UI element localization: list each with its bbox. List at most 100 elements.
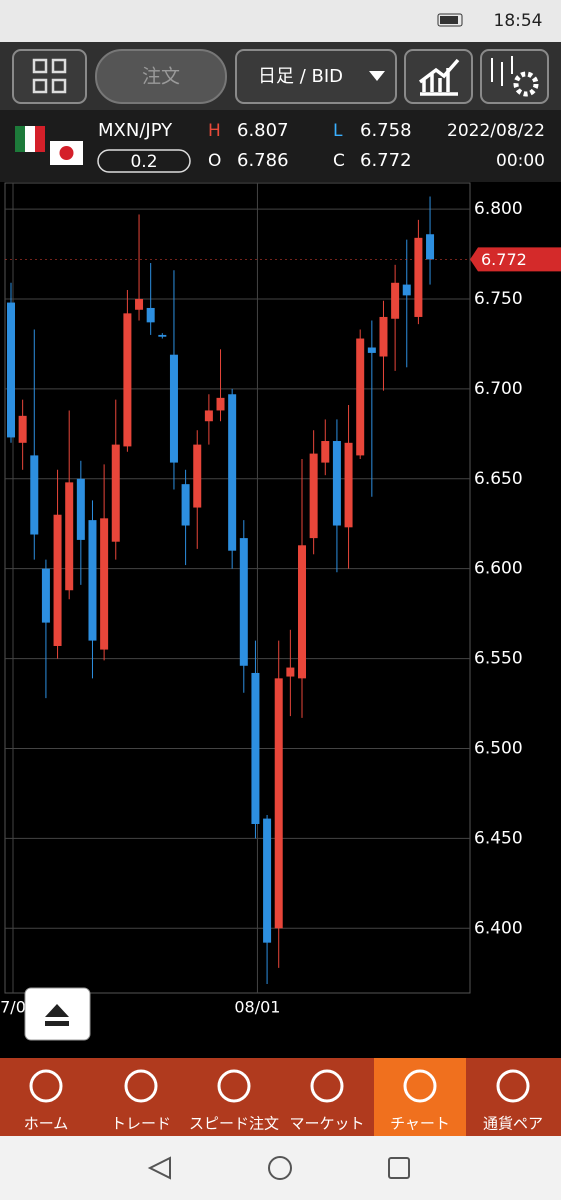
order-label: 注文 — [142, 66, 180, 88]
candle-body — [379, 316, 388, 357]
candle-body — [263, 818, 272, 943]
candle-body — [321, 441, 330, 463]
open-value: 6.786 — [237, 150, 289, 171]
candle-body — [332, 441, 341, 526]
nav-icon — [496, 1069, 530, 1103]
gear-icon — [513, 71, 539, 97]
nav-label: 通貨ペア — [483, 1115, 543, 1133]
quote-date: 2022/08/22 — [447, 121, 545, 141]
y-tick-label: 6.800 — [474, 199, 523, 219]
close-value: 6.772 — [360, 150, 412, 171]
candle-body — [367, 347, 376, 353]
y-tick-label: 6.400 — [474, 918, 523, 938]
candle-body — [344, 442, 353, 528]
candle-body — [298, 545, 306, 679]
back-button[interactable] — [147, 1156, 171, 1180]
candle-body — [169, 354, 178, 463]
jp-flag-sun — [59, 146, 74, 160]
dropdown-arrow — [369, 71, 385, 81]
y-tick-label: 6.500 — [474, 738, 523, 758]
candle-body — [111, 444, 120, 542]
nav-label: スピード注文 — [189, 1115, 279, 1133]
nav-label: マーケット — [289, 1115, 364, 1133]
spread: 0.2 — [130, 152, 157, 172]
status-time: 18:54 — [494, 11, 543, 31]
candle-body — [76, 478, 85, 540]
nav-icon — [29, 1069, 63, 1103]
battery-icon — [437, 13, 463, 27]
y-tick-label: 6.650 — [474, 469, 523, 489]
last-price-tag — [470, 247, 561, 272]
close-label: C — [333, 151, 345, 171]
system-nav — [0, 1136, 561, 1200]
candle-body — [309, 453, 318, 539]
candle-body — [18, 415, 27, 443]
mx-flag-red — [35, 126, 45, 152]
candle-body — [286, 667, 295, 677]
candle-body — [146, 307, 155, 323]
nav-icon — [124, 1069, 158, 1103]
battery-level — [440, 16, 458, 24]
candle-body — [100, 518, 109, 650]
candle-body — [274, 678, 283, 929]
candle-body — [414, 237, 423, 317]
y-tick-label: 6.750 — [474, 289, 523, 309]
open-label: O — [208, 151, 221, 171]
indicator-icon — [418, 58, 460, 96]
pair: MXN/JPY — [98, 120, 173, 141]
low-value: 6.758 — [360, 120, 412, 141]
y-tick-label: 6.600 — [474, 559, 523, 579]
candle-body — [135, 298, 144, 310]
last-price-label: 6.772 — [481, 250, 527, 269]
spread-box — [97, 149, 191, 173]
order-button[interactable] — [95, 49, 227, 104]
y-tick-label: 6.450 — [474, 828, 523, 848]
quote-time: 00:00 — [496, 151, 545, 171]
plot-area — [4, 182, 471, 994]
menu-button[interactable] — [12, 49, 87, 104]
candle-body — [426, 234, 435, 260]
plot: 6.400 6.450 6.500 6.550 6.600 6.650 6.700 6.750… — [0, 183, 561, 1017]
candle-body — [30, 455, 39, 535]
nav-icon — [217, 1069, 251, 1103]
candle-body — [41, 568, 50, 623]
candle-body — [65, 482, 74, 591]
timeframe-label: 日足 / BID — [258, 66, 343, 87]
home-button[interactable] — [268, 1156, 292, 1180]
candle-body — [53, 514, 62, 646]
recents-button[interactable] — [388, 1157, 410, 1179]
bottom-nav — [0, 1058, 561, 1136]
nav-label: トレード — [111, 1115, 171, 1133]
y-tick-label: 6.700 — [474, 379, 523, 399]
eject-icon — [45, 1004, 69, 1026]
nav-icon — [310, 1069, 344, 1103]
candle-body — [158, 334, 167, 337]
nav-label: ホーム — [24, 1115, 69, 1133]
candle-body — [356, 338, 365, 456]
grid-icon — [32, 58, 67, 94]
candle-body — [193, 444, 202, 508]
nav-icon — [403, 1069, 437, 1103]
status-bar — [0, 0, 561, 42]
x-tick-label: 7/0 — [0, 998, 26, 1017]
low-label: L — [333, 121, 343, 141]
candle-body — [181, 484, 190, 526]
timeframe-dropdown[interactable] — [235, 49, 397, 104]
candle-body — [204, 410, 213, 422]
candle-body — [88, 520, 97, 641]
high-value: 6.807 — [237, 120, 289, 141]
candle-body — [123, 313, 132, 447]
x-tick-label: 08/01 — [234, 998, 280, 1017]
candle-body — [251, 672, 260, 824]
candle-body — [7, 302, 15, 438]
candle-body — [402, 284, 411, 296]
y-tick-label: 6.550 — [474, 649, 523, 669]
nav-items: ホーム トレード スピード注文 マーケット チャート 通貨ペア — [24, 1069, 543, 1133]
candle-body — [239, 538, 248, 666]
candle-body — [228, 394, 237, 551]
quote-panel — [0, 110, 561, 182]
candle-icon — [491, 56, 513, 86]
candle-body — [216, 397, 225, 411]
